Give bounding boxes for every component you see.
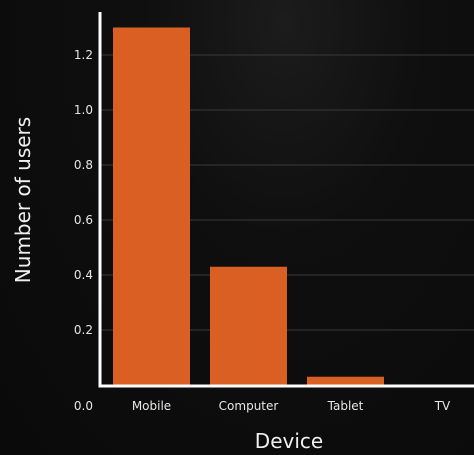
y-tick-label: 0.2 [74, 323, 93, 337]
y-tick-label: 0.4 [74, 268, 93, 282]
bars [113, 27, 384, 385]
y-tick-label: 1.0 [74, 103, 93, 117]
tick-labels: 0.0 0.2 0.4 0.6 0.8 1.0 1.2 Mobile Computer Table… [74, 48, 451, 413]
x-tick-label: Computer [219, 399, 279, 413]
y-tick-label: 0.0 [74, 399, 93, 413]
x-tick-label: Mobile [132, 399, 171, 413]
x-axis-title: Device [255, 429, 323, 453]
y-axis-title: Number of users [11, 117, 35, 283]
bar-computer [210, 266, 287, 385]
bar-mobile [113, 27, 190, 385]
y-tick-label: 1.2 [74, 48, 93, 62]
y-tick-label: 0.8 [74, 158, 93, 172]
x-tick-label: Tablet [327, 399, 364, 413]
y-tick-label: 0.6 [74, 213, 93, 227]
x-tick-label: TV [434, 399, 451, 413]
bar-tablet [307, 376, 384, 385]
axes [98, 12, 474, 388]
